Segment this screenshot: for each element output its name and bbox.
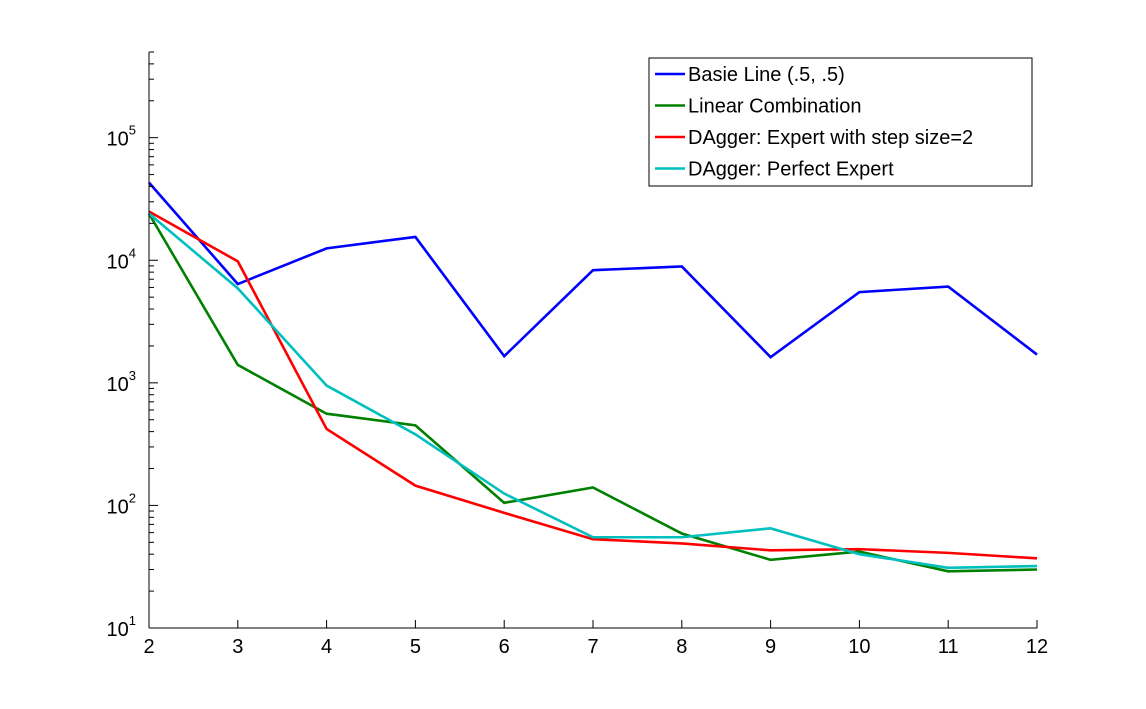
x-tick-label: 5 <box>410 636 421 658</box>
legend-label-3: DAgger: Perfect Expert <box>688 159 894 181</box>
series-line-2 <box>148 210 1038 560</box>
y-tick-exponent: 3 <box>129 368 136 383</box>
legend-label-1: Linear Combination <box>688 96 861 118</box>
y-tick-label: 102 <box>107 490 136 518</box>
y-tick-label: 104 <box>107 245 136 273</box>
x-tick-label: 10 <box>848 636 870 658</box>
series-layer <box>147 181 1038 573</box>
x-tick-label: 6 <box>499 636 510 658</box>
y-tick-base: 10 <box>107 496 129 518</box>
y-tick-label: 103 <box>107 368 136 396</box>
y-tick-base: 10 <box>107 619 129 641</box>
legend-label-2: DAgger: Expert with step size=2 <box>688 127 973 149</box>
y-tick-exponent: 2 <box>129 490 136 505</box>
y-tick-base: 10 <box>107 129 129 151</box>
x-tick-label: 12 <box>1026 636 1048 658</box>
x-tick-label: 4 <box>321 636 332 658</box>
x-tick-label: 7 <box>587 636 598 658</box>
x-tick-label: 9 <box>765 636 776 658</box>
x-tick-label: 3 <box>232 636 243 658</box>
y-tick-exponent: 4 <box>129 245 136 260</box>
y-tick-exponent: 1 <box>129 613 136 628</box>
series-line-3 <box>148 212 1038 570</box>
x-tick-label: 8 <box>676 636 687 658</box>
y-tick-base: 10 <box>107 251 129 273</box>
x-tick-label: 11 <box>938 636 959 658</box>
y-tick-label: 101 <box>107 613 136 641</box>
y-tick-label: 105 <box>107 123 136 151</box>
x-tick-label: 2 <box>143 636 154 658</box>
y-tick-base: 10 <box>107 374 129 396</box>
legend-label-0: Basie Line (.5, .5) <box>688 64 845 86</box>
legend: Basie Line (.5, .5) Linear Combination DAg… <box>648 57 1033 187</box>
legend-box <box>648 57 1033 187</box>
y-tick-exponent: 5 <box>129 123 136 138</box>
series-line-0 <box>148 181 1038 359</box>
